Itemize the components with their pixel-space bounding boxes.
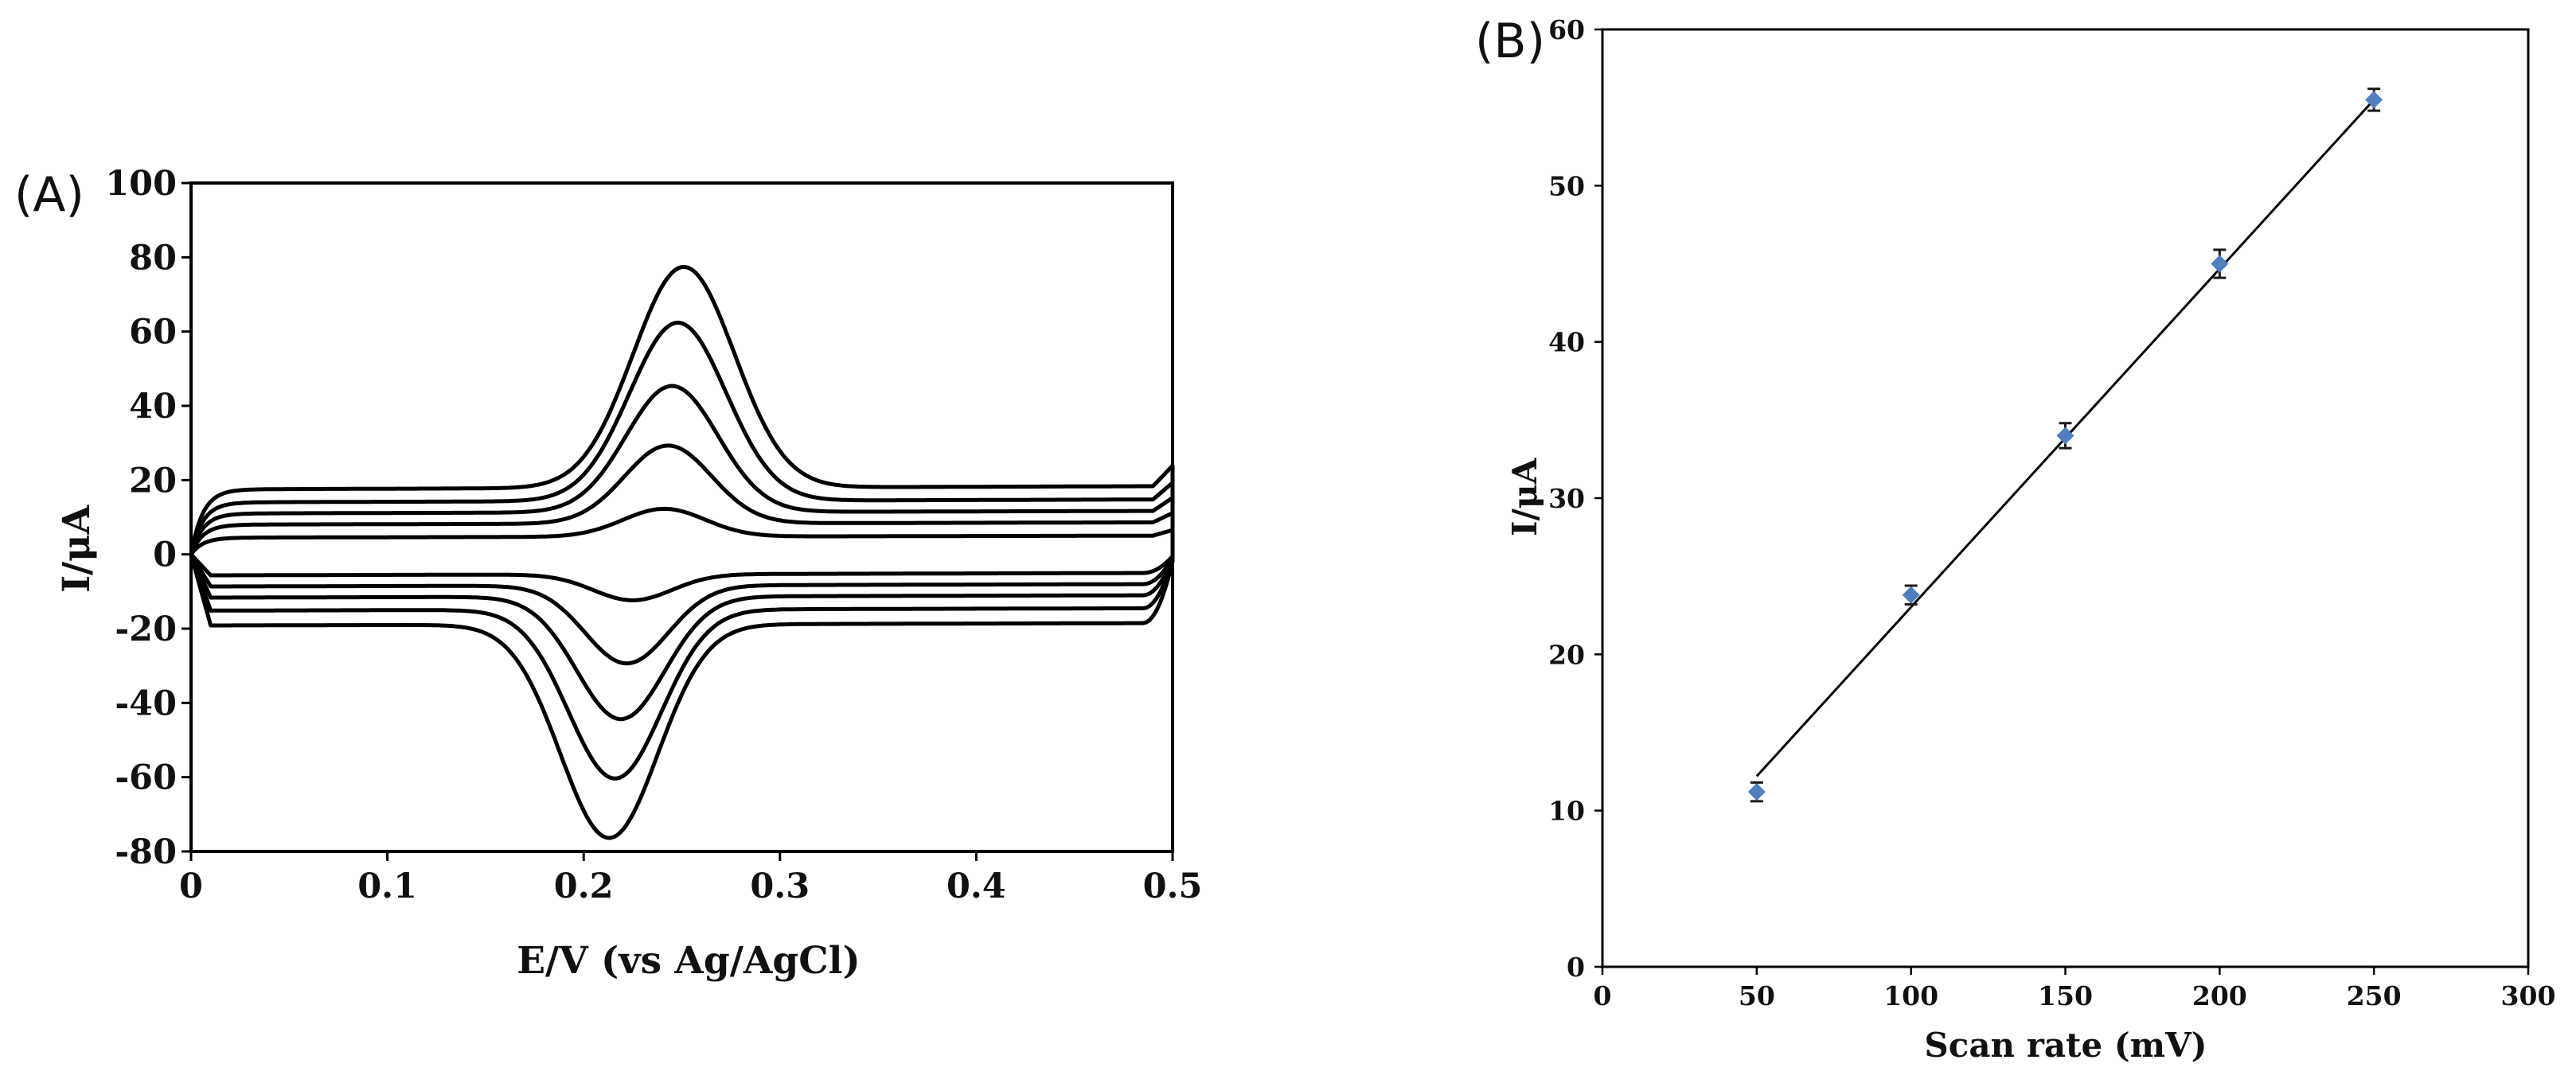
panel-a-x-ticks: 0 0.1 0.2 0.3 0.4 0.5 [179, 851, 1202, 906]
panel-a-curves [189, 264, 1175, 840]
panel-b-y-tick-label: 30 [1548, 483, 1585, 514]
panel-b-diamond-marker [2365, 91, 2383, 109]
panel-b-data-point [1747, 781, 1766, 803]
panel-a-x-axis-label: E/V (vs Ag/AgCl) [517, 939, 861, 983]
panel-b-plot-frame [1601, 28, 2530, 968]
panel-b-y-tick-label: 40 [1548, 327, 1585, 358]
panel-a-cv-curve-2 [189, 443, 1175, 666]
panel-a-label: (A) [14, 167, 84, 223]
panel-a-x-tick-label: 0.2 [554, 867, 614, 906]
panel-b-label: (B) [1475, 14, 1545, 69]
panel-b-points [1747, 88, 2383, 803]
panel-a-y-tick-label: 40 [129, 387, 177, 427]
panel-b-x-tick-label: 300 [2501, 980, 2556, 1011]
panel-a-y-tick-label: -80 [115, 832, 177, 872]
panel-a-x-tick-label: 0 [179, 867, 203, 906]
panel-b-x-axis-label: Scan rate (mV) [1924, 1026, 2207, 1065]
panel-a-y-tick-label: -20 [115, 610, 177, 649]
panel-b-y-tick-label: 10 [1548, 796, 1585, 827]
panel-b-data-point [2365, 88, 2383, 112]
panel-a-plot-frame [189, 181, 1174, 853]
panel-b-x-tick-label: 150 [2038, 980, 2093, 1011]
panel-b-diamond-marker [2056, 427, 2074, 445]
panel-a-y-tick-label: -40 [115, 684, 177, 723]
panel-a-y-axis-label: I/μA [55, 504, 99, 593]
panel-a-y-tick-label: 20 [129, 461, 177, 501]
panel-b-diamond-marker [2211, 255, 2229, 273]
panel-a-y-ticks: 100 80 60 40 20 0 -20 -40 -60 -80 [105, 164, 191, 872]
panel-b-data-point [1902, 584, 1920, 606]
panel-b-data-point [2056, 422, 2074, 450]
panel-b-x-tick-label: 250 [2347, 980, 2402, 1011]
panel-a-y-tick-label: 0 [153, 536, 177, 575]
panel-a-y-tick-label: 80 [129, 238, 177, 278]
panel-a-x-tick-label: 0.3 [750, 867, 810, 906]
panel-b-x-tick-label: 200 [2192, 980, 2247, 1011]
panel-b-x-tick-label: 50 [1739, 980, 1775, 1011]
panel-b-x-tick-label: 100 [1883, 980, 1938, 1011]
panel-b-y-axis-label: I/μA [1505, 457, 1544, 536]
panel-a-y-tick-label: -60 [115, 758, 177, 798]
panel-a-y-tick-label: 60 [129, 313, 177, 353]
panel-b-data-point [2211, 248, 2229, 279]
panel-a-cv-curve-5 [189, 264, 1175, 840]
panel-b-y-tick-label: 0 [1567, 952, 1585, 983]
panel-b-y-tick-label: 60 [1548, 14, 1585, 45]
panel-b-x-tick-label: 0 [1594, 980, 1612, 1011]
panel-a: (A) 0 0.1 0.2 0.3 0.4 0.5 100 80 60 40 20 0 -20 -40 -… [14, 164, 1202, 983]
panel-a-x-tick-label: 0.5 [1143, 867, 1203, 906]
panel-a-x-tick-label: 0.1 [357, 867, 417, 906]
panel-b-diamond-marker [1747, 783, 1766, 801]
panel-b-y-ticks: 60 50 40 30 20 10 0 [1548, 14, 1602, 983]
panel-b-y-tick-label: 50 [1548, 170, 1585, 201]
panel-a-y-tick-label: 100 [105, 164, 177, 204]
panel-b-x-ticks: 0 50 100 150 200 250 300 [1594, 967, 2556, 1011]
panel-b-y-tick-label: 20 [1548, 639, 1585, 670]
panel-b-diamond-marker [1902, 586, 1920, 604]
panel-a-x-tick-label: 0.4 [946, 867, 1006, 906]
